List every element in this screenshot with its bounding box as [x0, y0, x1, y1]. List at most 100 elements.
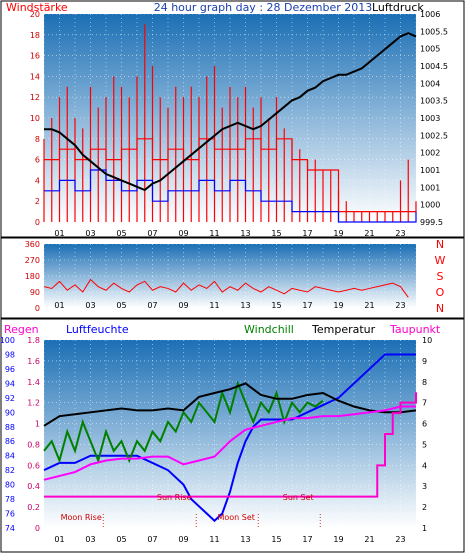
- y-tick-label: 1.8: [27, 336, 40, 345]
- x-tick-label: 07: [147, 229, 157, 238]
- y-tick-label: 1: [35, 420, 40, 429]
- rain-y-axis: 0 0.2 0.4 0.6 0.8 1 1.2 1.4 1.6 1.8: [27, 336, 40, 533]
- y-tick-label: 1: [422, 524, 427, 533]
- x-tick-label: 03: [85, 229, 95, 238]
- humidity-series: [43, 353, 417, 523]
- x-tick-label: 05: [116, 535, 126, 544]
- y-tick-label: 0: [35, 304, 40, 313]
- windchill-line: [43, 380, 324, 464]
- y-tick-label: 16: [30, 52, 40, 61]
- x-tick-label: 13: [240, 229, 250, 238]
- y-tick-label: 6: [422, 420, 427, 429]
- y-tick-label: 94: [5, 379, 15, 388]
- y-tick-label: 0.8: [27, 440, 40, 449]
- y-tick-label: 10: [30, 114, 40, 123]
- y-tick-label: 76: [5, 510, 15, 519]
- frame-top: [0, 0, 465, 238]
- x-tick-label: 09: [178, 535, 188, 544]
- y-tick-label: 92: [5, 394, 15, 403]
- x-tick-label: 21: [364, 535, 374, 544]
- compass-label: N: [436, 302, 444, 315]
- y-tick-label: 360: [25, 240, 40, 249]
- wind-line: [44, 138, 417, 213]
- direction-line: [43, 278, 409, 298]
- x-tick-label: 13: [240, 535, 250, 544]
- y-tick-label: 1.4: [27, 378, 40, 387]
- x-tick-label: 15: [271, 301, 281, 310]
- y-tick-label: 88: [5, 423, 15, 432]
- wind-axis-title: Windstärke: [6, 1, 68, 14]
- x-tick-label: 15: [271, 229, 281, 238]
- y-tick-label: 1002: [420, 149, 440, 158]
- y-tick-label: 1004: [420, 79, 440, 88]
- y-tick-label: 1.2: [27, 399, 40, 408]
- y-tick-label: 0.2: [27, 503, 40, 512]
- x-tick-label: 23: [395, 535, 405, 544]
- legend-windchill: Windchill: [244, 323, 294, 336]
- x-tick-label: 19: [333, 229, 343, 238]
- y-tick-label: 4: [35, 176, 40, 185]
- y-tick-label: 8: [35, 135, 40, 144]
- annotation-label: Moon Set: [217, 513, 254, 522]
- x-tick-label: 21: [364, 229, 374, 238]
- temperature-y-axis: 1 2 3 4 5 6 7 8 9 10: [422, 336, 432, 533]
- wind-series: [43, 24, 417, 223]
- y-tick-label: 0.6: [27, 461, 40, 470]
- dewpoint-line: [43, 405, 416, 481]
- y-tick-label: 10: [422, 336, 432, 345]
- y-tick-label: 1005.5: [420, 27, 448, 36]
- y-tick-label: 180: [25, 272, 40, 281]
- pressure-axis-title: Luftdruck: [372, 1, 424, 14]
- compass-label: N: [436, 238, 444, 251]
- wind-x-axis: 01 03 05 07 09 11 13 15 17 19 21 23: [54, 229, 405, 238]
- y-tick-label: 999.5: [420, 218, 443, 227]
- x-tick-label: 01: [54, 535, 64, 544]
- y-tick-label: 1001: [420, 166, 440, 175]
- annotation-label: Sun Set: [283, 493, 314, 502]
- x-tick-label: 23: [395, 229, 405, 238]
- y-tick-label: 90: [30, 288, 40, 297]
- direction-y-axis: 0 90 180 270 360: [25, 240, 40, 313]
- legend-temperature: Temperatur: [311, 323, 376, 336]
- temperature-line: [43, 382, 417, 427]
- pressure-y-axis: 999.5 1000 1001 1001 1002 1002.5 1003 1003.5 100…: [420, 10, 448, 227]
- y-tick-label: 1005: [420, 45, 440, 54]
- x-tick-label: 11: [209, 535, 219, 544]
- annotation-label: Moon Rise: [61, 513, 102, 522]
- humidity-x-axis: 01 03 05 07 09 11 13 15 17 19 21 23: [54, 535, 405, 544]
- y-tick-label: 1003: [420, 114, 440, 123]
- x-tick-label: 11: [209, 301, 219, 310]
- y-tick-label: 270: [25, 256, 40, 265]
- annotation-label: Sun Rise: [157, 493, 192, 502]
- x-tick-label: 07: [147, 301, 157, 310]
- x-tick-label: 07: [147, 535, 157, 544]
- x-tick-label: 17: [302, 229, 312, 238]
- x-tick-label: 05: [116, 229, 126, 238]
- humidity-y-axis: 74 76 78 80 82 84 86 88 90 92 94 96 98 100: [0, 336, 15, 533]
- x-tick-label: 01: [54, 301, 64, 310]
- y-tick-label: 96: [5, 365, 15, 374]
- y-tick-label: 80: [5, 481, 15, 490]
- x-tick-label: 09: [178, 229, 188, 238]
- y-tick-label: 98: [5, 350, 15, 359]
- y-tick-label: 0: [35, 218, 40, 227]
- rain-line: [44, 392, 417, 498]
- y-tick-label: 6: [35, 156, 40, 165]
- direction-x-axis: 01 03 05 07 09 11 13 15 17 19 21 23: [54, 301, 405, 310]
- legend-rain: Regen: [4, 323, 39, 336]
- frame-middle: [0, 237, 465, 319]
- x-tick-label: 03: [85, 535, 95, 544]
- y-tick-label: 84: [5, 452, 15, 461]
- compass-label: S: [437, 270, 444, 283]
- y-tick-label: 78: [5, 495, 15, 504]
- x-tick-label: 19: [333, 301, 343, 310]
- compass-label: O: [436, 286, 445, 299]
- legend-humidity: Luftfeuchte: [66, 323, 129, 336]
- y-tick-label: 0: [35, 524, 40, 533]
- y-tick-label: 4: [422, 461, 427, 470]
- x-tick-label: 19: [333, 535, 343, 544]
- direction-series: [43, 278, 409, 298]
- y-tick-label: 1003.5: [420, 97, 448, 106]
- x-tick-label: 21: [364, 301, 374, 310]
